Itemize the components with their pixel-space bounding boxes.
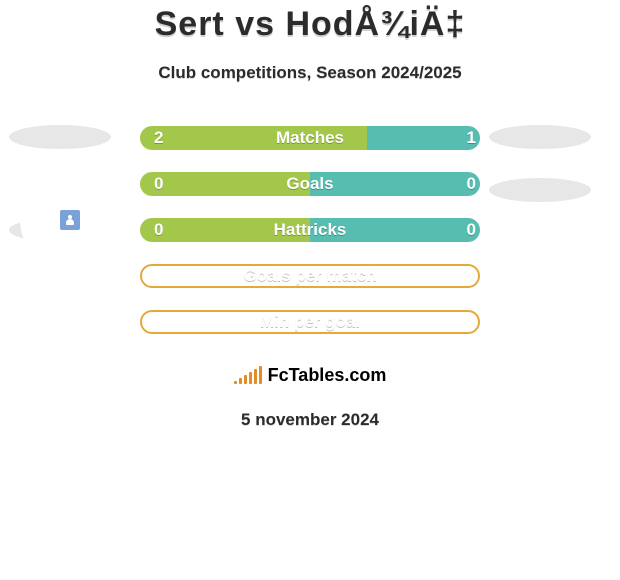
side-ellipse-right-2 <box>489 178 591 202</box>
infographic-date: 5 november 2024 <box>0 410 620 430</box>
fctables-logo-text: FcTables.com <box>268 365 387 386</box>
bar-matches-left <box>140 126 367 150</box>
bar-matches-right <box>367 126 480 150</box>
bar-goals-left <box>140 172 310 196</box>
side-ellipse-right-1 <box>489 125 591 149</box>
bar-min-per-goal <box>140 310 480 334</box>
person-icon <box>65 215 75 225</box>
bar-hattricks-right <box>310 218 480 242</box>
bar-goals-per-match <box>140 264 480 288</box>
bar-hattricks-left <box>140 218 310 242</box>
bar-goals-right <box>310 172 480 196</box>
page-subtitle: Club competitions, Season 2024/2025 <box>0 63 620 83</box>
stage: Sert vs HodÅ¾iÄ‡ Club competitions, Seas… <box>0 0 620 580</box>
page-title: Sert vs HodÅ¾iÄ‡ <box>0 5 620 44</box>
side-ellipse-left-1 <box>9 125 111 149</box>
fctables-link[interactable]: FcTables.com <box>202 353 418 397</box>
chart-bars-icon <box>234 366 262 384</box>
avatar-square <box>60 210 80 230</box>
player-avatar <box>20 170 120 270</box>
fctables-logo: FcTables.com <box>234 365 387 386</box>
